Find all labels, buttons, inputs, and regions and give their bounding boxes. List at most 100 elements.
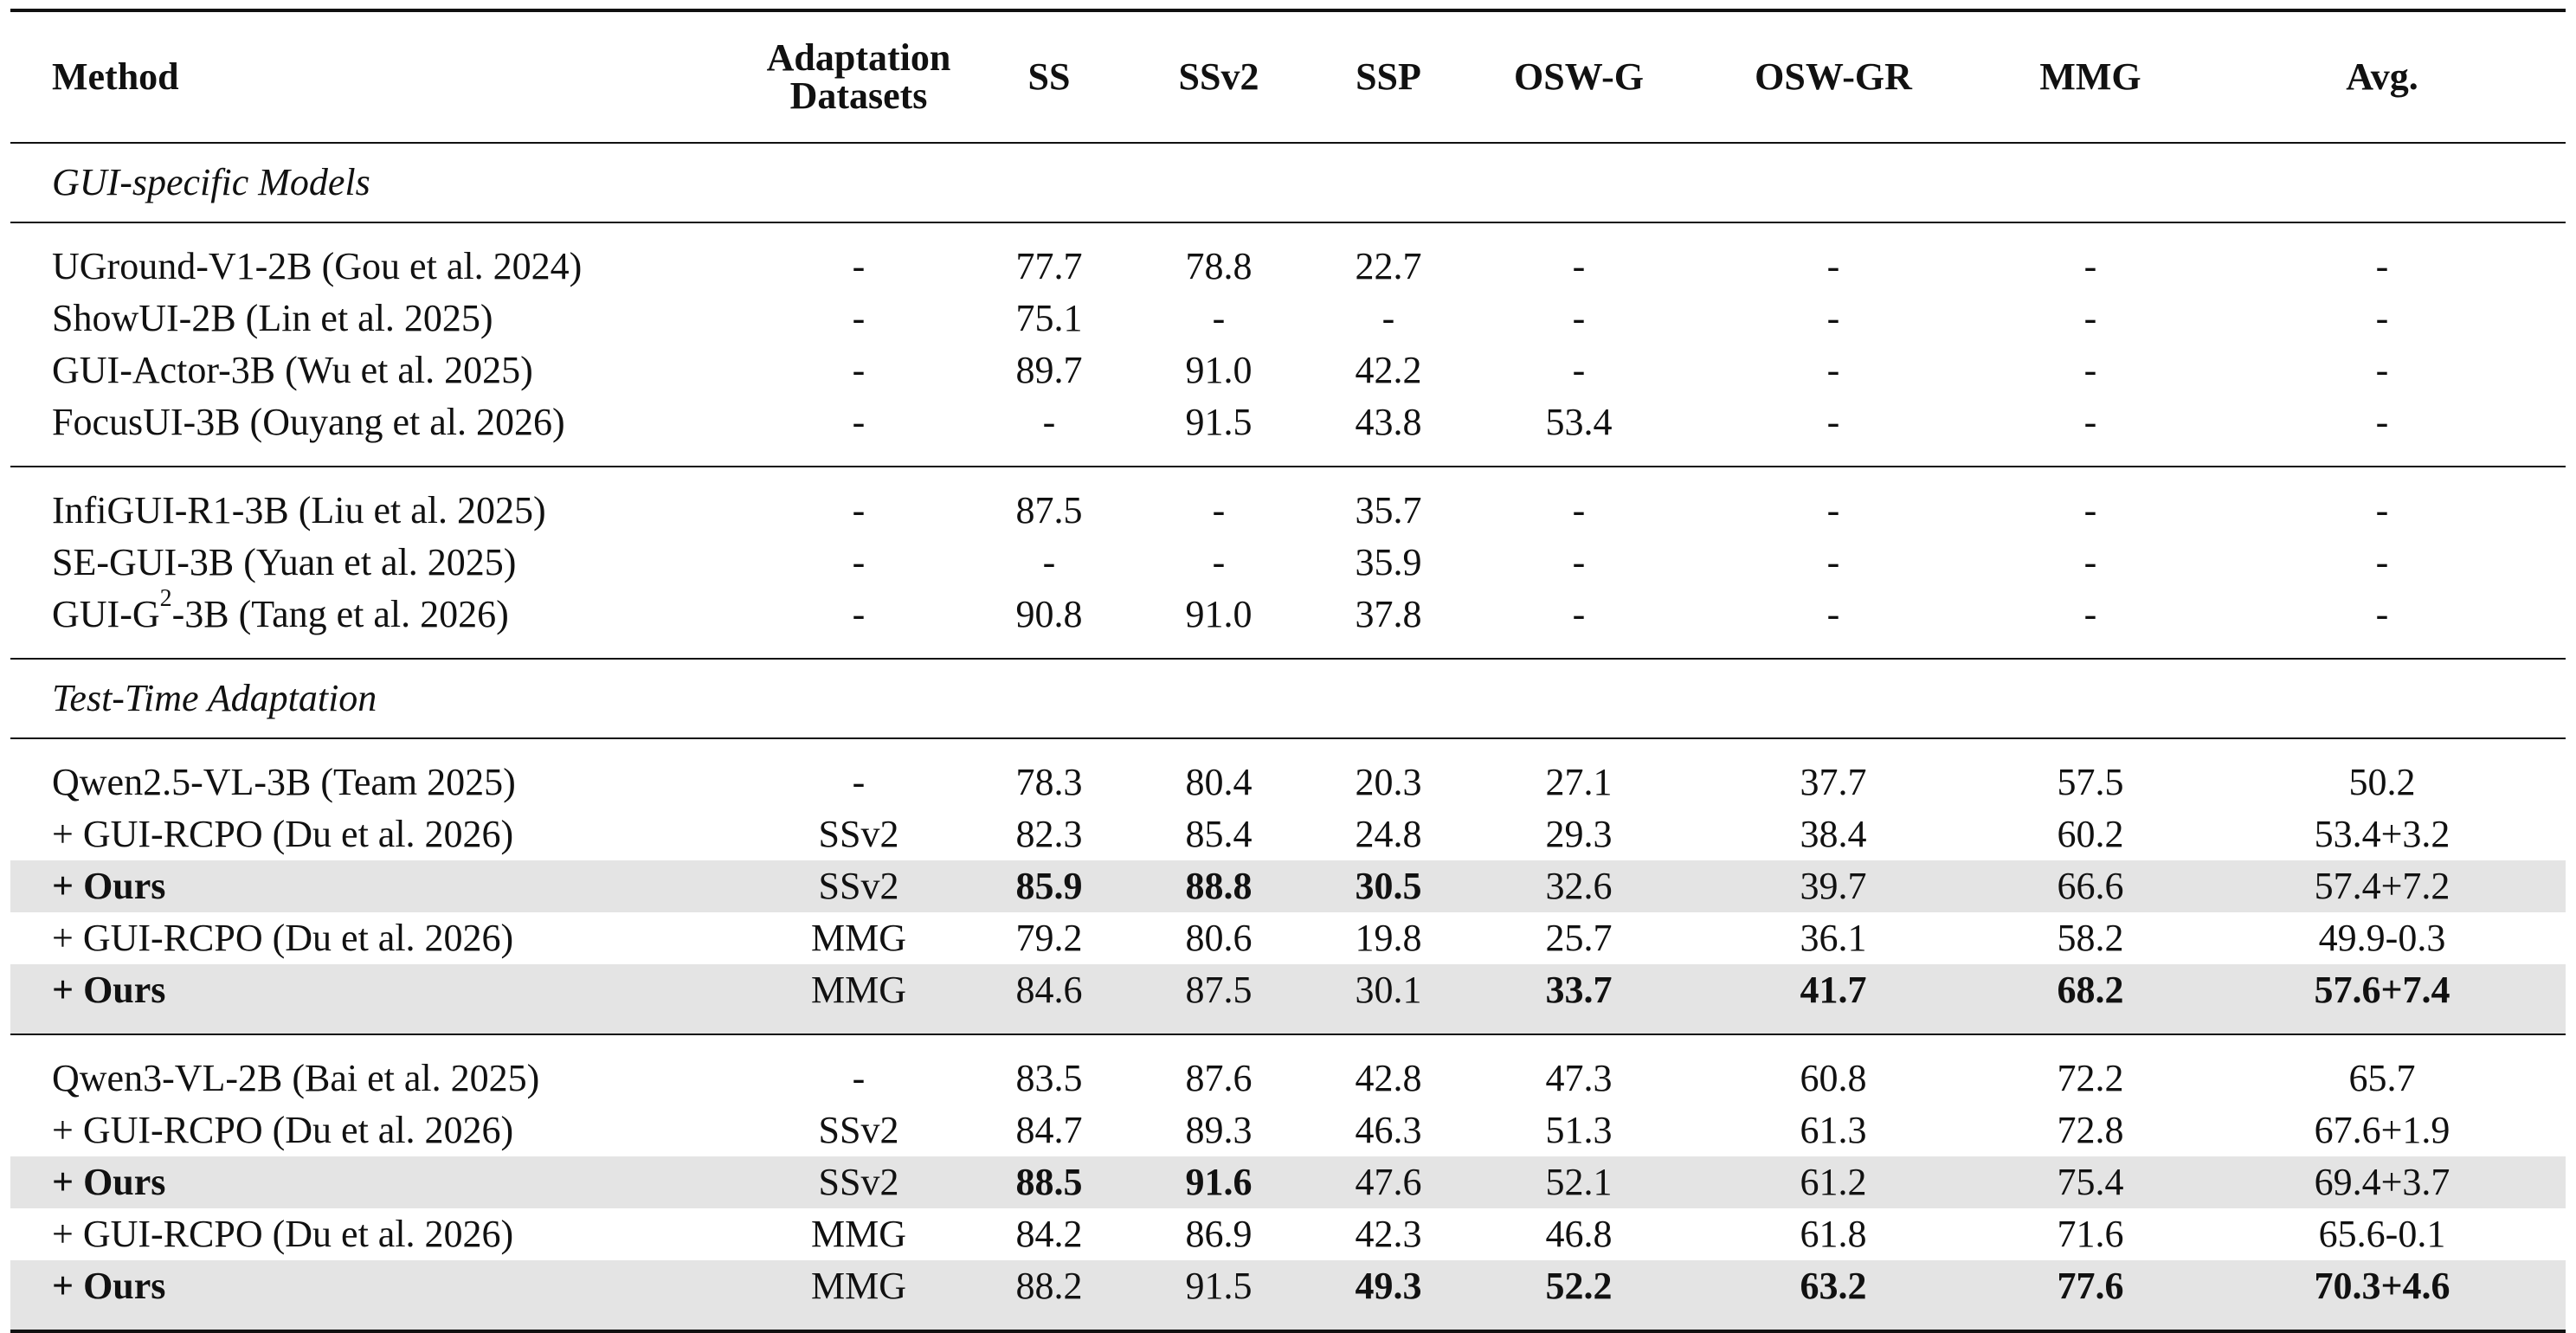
oswgr-cell: -: [1684, 466, 1982, 537]
oswg-cell: 51.3: [1545, 1109, 1613, 1151]
oswg-cell: 32.6: [1473, 860, 1684, 912]
adaptation-cell: -: [852, 297, 866, 339]
ssv2-cell: 88.8: [1134, 860, 1304, 912]
ssp-cell: 19.8: [1355, 917, 1422, 959]
ssp-cell: 42.3: [1355, 1213, 1422, 1255]
ssv2-cell: -: [1212, 297, 1226, 339]
oswgr-cell: -: [1826, 593, 1840, 635]
avg-cell: -: [2375, 401, 2389, 443]
avg-cell: 57.4+7.2: [2199, 860, 2566, 912]
ss-cell: 82.3: [1015, 813, 1083, 855]
oswgr-cell: 60.8: [1684, 1034, 1982, 1104]
ss-cell: 79.2: [1015, 917, 1083, 959]
ssv2-cell: 91.0: [1185, 349, 1253, 391]
header-row: Method Adaptation Datasets SS SSv2 SSP OS…: [10, 9, 2566, 144]
avg-cell: -: [2375, 349, 2389, 391]
avg-cell: 67.6+1.9: [2314, 1109, 2450, 1151]
table-row-highlighted: + Ours SSv2 85.9 88.8 30.5 32.6 39.7 66.…: [10, 860, 2566, 912]
method-cell: SE-GUI-3B (Yuan et al. 2025): [52, 541, 517, 583]
ss-cell: 85.9: [964, 860, 1134, 912]
method-superscript: 2: [159, 585, 172, 613]
method-cell: ShowUI-2B (Lin et al. 2025): [52, 297, 493, 339]
ssp-cell: 30.1: [1304, 964, 1473, 1034]
table-row: Qwen2.5-VL-3B (Team 2025) - 78.3 80.4 20…: [10, 738, 2566, 808]
method-cell: FocusUI-3B (Ouyang et al. 2026): [52, 401, 565, 443]
oswgr-cell: 61.2: [1684, 1156, 1982, 1208]
oswgr-cell: -: [1826, 541, 1840, 583]
table-row: GUI-Actor-3B (Wu et al. 2025) - 89.7 91.…: [10, 345, 2566, 396]
oswgr-cell: 36.1: [1800, 917, 1867, 959]
method-cell: + GUI-RCPO (Du et al. 2026): [52, 1109, 514, 1151]
adaptation-cell: -: [852, 541, 866, 583]
oswg-cell: -: [1473, 466, 1684, 537]
method-cell: GUI-G2-3B (Tang et al. 2026): [10, 587, 753, 659]
oswg-cell: -: [1572, 593, 1586, 635]
table-row-highlighted: + Ours SSv2 88.5 91.6 47.6 52.1 61.2 75.…: [10, 1156, 2566, 1208]
table-row: GUI-G2-3B (Tang et al. 2026) - 90.8 91.0…: [10, 587, 2566, 659]
mmg-cell: -: [2083, 401, 2097, 443]
oswg-cell: 52.2: [1473, 1260, 1684, 1333]
mmg-cell: -: [1982, 466, 2199, 537]
oswgr-cell: 61.8: [1800, 1213, 1867, 1255]
avg-cell: 69.4+3.7: [2199, 1156, 2566, 1208]
ssp-cell: 35.7: [1304, 466, 1473, 537]
ssp-cell: -: [1381, 297, 1395, 339]
oswgr-cell: 61.3: [1800, 1109, 1867, 1151]
table-row-highlighted: + Ours MMG 84.6 87.5 30.1 33.7 41.7 68.2…: [10, 964, 2566, 1034]
oswgr-cell: 41.7: [1684, 964, 1982, 1034]
table-row: FocusUI-3B (Ouyang et al. 2026) - - 91.5…: [10, 396, 2566, 467]
mmg-cell: 66.6: [1982, 860, 2199, 912]
method-cell: GUI-Actor-3B (Wu et al. 2025): [52, 349, 533, 391]
ssv2-cell: 87.6: [1134, 1034, 1304, 1104]
table-row: + GUI-RCPO (Du et al. 2026) SSv2 84.7 89…: [10, 1104, 2566, 1156]
mmg-cell: -: [2083, 541, 2097, 583]
avg-cell: -: [2199, 466, 2566, 537]
adaptation-cell: MMG: [810, 917, 907, 959]
oswgr-cell: -: [1826, 349, 1840, 391]
oswg-cell: 46.8: [1545, 1213, 1613, 1255]
method-name-suffix: -3B (Tang et al. 2026): [171, 593, 509, 635]
adaptation-cell: SSv2: [818, 1109, 899, 1151]
ss-cell: 75.1: [1015, 297, 1083, 339]
header-ss: SS: [964, 9, 1134, 144]
header-ssp: SSP: [1304, 9, 1473, 144]
table-row: UGround-V1-2B (Gou et al. 2024) - 77.7 7…: [10, 222, 2566, 293]
table-header: Method Adaptation Datasets SS SSv2 SSP OS…: [10, 9, 2566, 144]
adaptation-cell: MMG: [753, 964, 964, 1034]
adaptation-cell: -: [852, 761, 866, 803]
method-cell: + GUI-RCPO (Du et al. 2026): [52, 917, 514, 959]
table-row: + GUI-RCPO (Du et al. 2026) MMG 84.2 86.…: [10, 1208, 2566, 1260]
ss-cell: 77.7: [1015, 245, 1083, 287]
header-oswgr: OSW-GR: [1684, 9, 1982, 144]
mmg-cell: -: [2083, 245, 2097, 287]
ssp-cell: 35.9: [1355, 541, 1422, 583]
section-title-gui-specific: GUI-specific Models: [10, 143, 2566, 223]
mmg-cell: 68.2: [1982, 964, 2199, 1034]
adaptation-cell: SSv2: [753, 1156, 964, 1208]
ssp-cell: 43.8: [1355, 401, 1422, 443]
method-cell: + Ours: [10, 1156, 753, 1208]
ssv2-cell: 91.5: [1185, 401, 1253, 443]
avg-cell: 49.9-0.3: [2318, 917, 2446, 959]
method-cell: + GUI-RCPO (Du et al. 2026): [52, 1213, 514, 1255]
ss-cell: 87.5: [964, 466, 1134, 537]
avg-cell: 65.6-0.1: [2318, 1213, 2446, 1255]
avg-cell: -: [2375, 245, 2389, 287]
avg-cell: -: [2375, 297, 2389, 339]
section-header-gui-specific: GUI-specific Models: [10, 143, 2566, 223]
oswgr-cell: -: [1826, 245, 1840, 287]
adaptation-cell: -: [852, 401, 866, 443]
oswg-cell: 25.7: [1545, 917, 1613, 959]
mmg-cell: -: [2083, 297, 2097, 339]
adaptation-cell: MMG: [810, 1213, 907, 1255]
oswg-cell: -: [1572, 245, 1586, 287]
adaptation-cell: -: [852, 245, 866, 287]
oswg-cell: 53.4: [1545, 401, 1613, 443]
avg-cell: 70.3+4.6: [2199, 1260, 2566, 1333]
oswg-cell: 29.3: [1545, 813, 1613, 855]
avg-cell: 53.4+3.2: [2314, 813, 2450, 855]
mmg-cell: -: [2083, 349, 2097, 391]
table-row: ShowUI-2B (Lin et al. 2025) - 75.1 - - -…: [10, 293, 2566, 345]
ss-cell: 88.2: [964, 1260, 1134, 1333]
mmg-cell: 71.6: [2057, 1213, 2124, 1255]
